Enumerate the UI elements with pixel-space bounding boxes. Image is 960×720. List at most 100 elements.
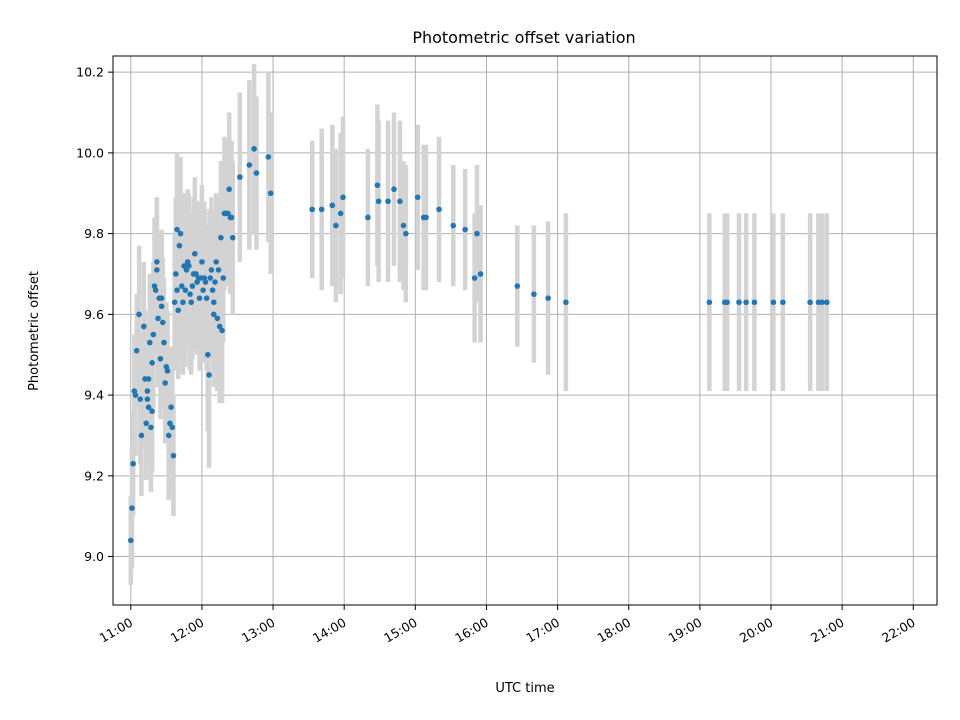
data-point xyxy=(178,283,185,289)
y-tick-label: 10.2 xyxy=(76,65,104,80)
data-point xyxy=(138,432,145,439)
data-point xyxy=(133,347,140,354)
data-point xyxy=(144,396,151,402)
x-tick-label: 11:00 xyxy=(97,615,136,646)
data-point xyxy=(423,214,429,221)
data-point xyxy=(212,279,218,285)
data-point xyxy=(385,198,391,205)
data-point xyxy=(174,226,180,233)
data-point xyxy=(164,368,171,374)
data-point xyxy=(751,299,758,306)
data-point xyxy=(149,359,155,366)
data-point xyxy=(531,291,537,297)
data-point xyxy=(174,287,180,293)
data-point xyxy=(193,271,199,277)
data-point xyxy=(171,299,178,306)
x-tick-label: 16:00 xyxy=(452,615,491,646)
data-point xyxy=(337,210,344,217)
data-point xyxy=(137,396,144,402)
data-point xyxy=(471,275,478,281)
y-tick-label: 9.2 xyxy=(84,468,104,483)
data-point xyxy=(208,267,215,273)
data-point xyxy=(168,404,174,410)
data-point xyxy=(146,339,153,346)
data-point xyxy=(462,226,468,233)
data-point xyxy=(170,452,177,459)
data-point xyxy=(253,170,260,176)
data-point xyxy=(807,299,813,306)
x-tick-label: 19:00 xyxy=(666,615,705,646)
data-point xyxy=(823,299,830,306)
data-point xyxy=(340,194,346,201)
data-point xyxy=(200,287,206,293)
x-tick-label: 20:00 xyxy=(737,615,776,646)
data-points xyxy=(127,146,830,544)
data-point xyxy=(414,194,421,201)
data-point xyxy=(132,392,139,398)
data-point xyxy=(706,299,713,306)
data-point xyxy=(309,206,315,213)
x-axis-ticks: 11:00 12:00 13:00 14:00 15:00 16:00 17:00 18:00… xyxy=(97,605,918,646)
data-point xyxy=(157,355,164,362)
data-point xyxy=(181,263,187,269)
data-point xyxy=(177,230,184,237)
data-point xyxy=(186,263,192,269)
data-point xyxy=(819,299,825,306)
plot-frame xyxy=(112,55,938,606)
data-point xyxy=(436,206,442,213)
data-point xyxy=(188,299,195,306)
data-point xyxy=(203,295,210,302)
data-point xyxy=(158,295,165,302)
data-point xyxy=(219,327,225,334)
data-point xyxy=(237,174,243,180)
data-point xyxy=(165,432,172,439)
data-point xyxy=(143,420,149,427)
data-point xyxy=(145,404,152,410)
data-point xyxy=(736,299,742,306)
data-point xyxy=(183,267,190,273)
data-point xyxy=(161,339,167,346)
data-point xyxy=(318,206,325,213)
data-point xyxy=(743,299,749,306)
data-point xyxy=(215,267,222,273)
data-point xyxy=(218,234,224,241)
data-point xyxy=(158,303,165,310)
x-axis-label: UTC time xyxy=(495,681,554,696)
grid-lines xyxy=(113,56,937,605)
data-point xyxy=(229,234,236,241)
x-tick-label: 18:00 xyxy=(595,615,634,646)
data-point xyxy=(225,210,231,217)
data-point xyxy=(192,251,198,257)
data-point xyxy=(154,267,160,273)
x-tick-label: 17:00 xyxy=(523,615,562,646)
data-point xyxy=(545,295,551,302)
data-point xyxy=(145,376,152,382)
data-point xyxy=(724,299,730,306)
data-point xyxy=(450,222,457,229)
data-point xyxy=(770,299,777,306)
data-point xyxy=(154,259,160,265)
chart-title: Photometric offset variation xyxy=(412,28,635,47)
data-point xyxy=(169,424,176,431)
x-tick-label: 21:00 xyxy=(808,615,847,646)
x-tick-label: 14:00 xyxy=(310,615,349,646)
data-point xyxy=(136,311,142,318)
data-point xyxy=(199,259,205,265)
data-point xyxy=(176,242,183,249)
data-point xyxy=(129,505,135,511)
y-tick-label: 9.0 xyxy=(84,549,104,564)
data-point xyxy=(251,146,257,152)
data-point xyxy=(150,331,157,338)
data-point xyxy=(213,259,219,265)
data-point xyxy=(187,291,193,297)
data-point xyxy=(374,182,381,188)
data-point xyxy=(514,283,521,289)
data-point xyxy=(403,230,409,237)
data-point xyxy=(397,198,403,205)
data-point xyxy=(214,315,221,322)
data-point xyxy=(175,307,182,314)
data-point xyxy=(182,287,189,293)
data-point xyxy=(226,186,232,193)
data-point xyxy=(375,198,382,205)
